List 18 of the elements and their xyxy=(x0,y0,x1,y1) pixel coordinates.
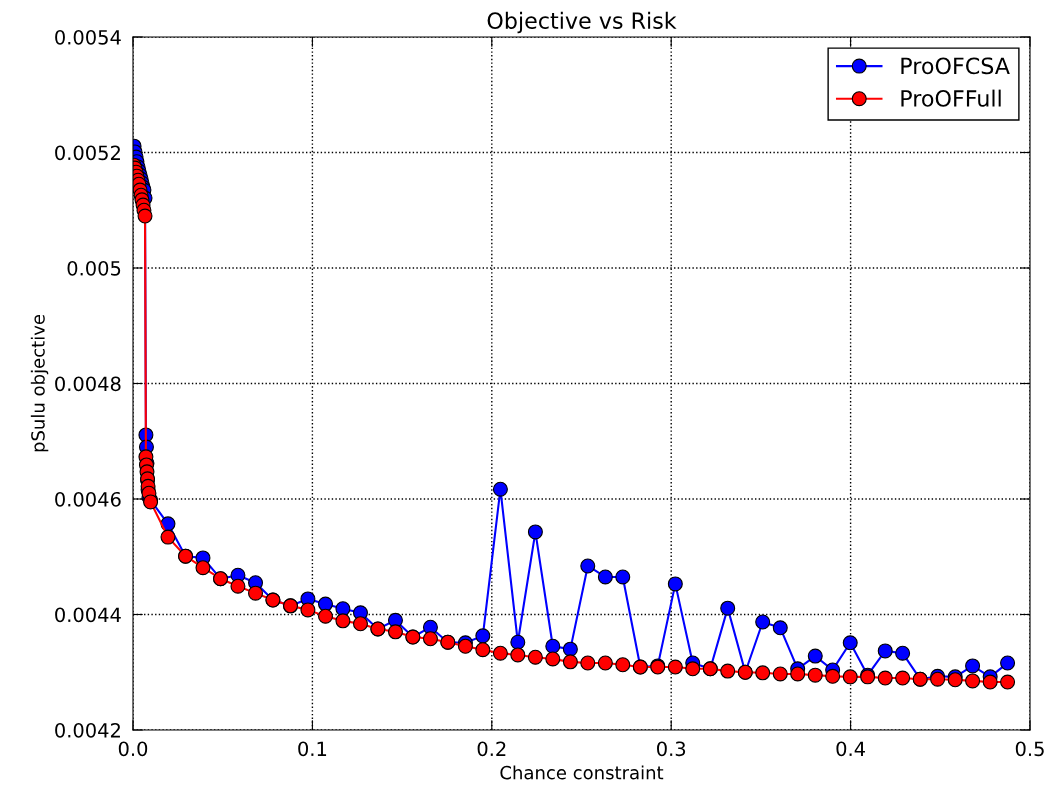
chart-title: Objective vs Risk xyxy=(487,11,677,34)
y-tick-label: 0.0054 xyxy=(55,29,121,45)
y-tick-label: 0.0044 xyxy=(55,607,121,623)
x-tick-label: 0.5 xyxy=(1015,741,1044,757)
y-tick-label: 0.0046 xyxy=(55,491,121,507)
x-tick-label: 0.0 xyxy=(118,741,148,757)
legend-label: ProOFCSA xyxy=(901,57,1010,75)
y-axis-title: pSulu objective xyxy=(30,314,49,452)
y-tick-label: 0.0048 xyxy=(55,376,121,392)
x-tick-label: 0.1 xyxy=(298,741,327,757)
x-tick-label: 0.4 xyxy=(836,741,865,757)
legend-label: ProOFFull xyxy=(901,89,1001,107)
x-tick-label: 0.2 xyxy=(477,741,506,757)
x-axis-title: Chance constraint xyxy=(500,765,664,780)
y-tick-label: 0.0042 xyxy=(55,722,120,738)
y-tick-label: 0.005 xyxy=(67,260,121,276)
x-tick-label: 0.3 xyxy=(657,741,686,757)
y-tick-label: 0.0052 xyxy=(55,145,120,161)
